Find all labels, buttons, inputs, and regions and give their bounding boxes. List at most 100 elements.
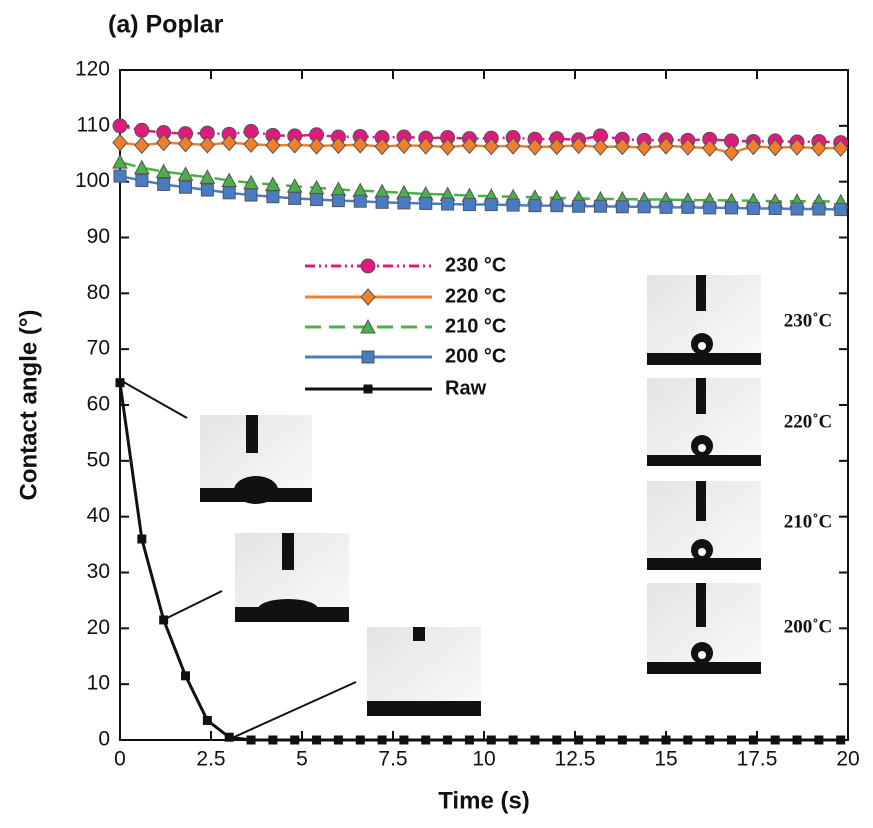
point	[134, 159, 150, 175]
point	[181, 671, 191, 681]
x-tick-label: 12.5	[555, 748, 596, 771]
point	[115, 378, 125, 388]
point	[265, 136, 281, 155]
point	[727, 735, 737, 745]
legend-label: 200 °C	[445, 345, 506, 367]
legend-label: 210 °C	[445, 315, 506, 337]
point	[222, 186, 236, 200]
series-line	[119, 174, 841, 211]
point	[768, 201, 782, 215]
y-tick-label: 50	[87, 448, 110, 471]
point	[639, 735, 649, 745]
connector	[162, 590, 223, 621]
y-tick-label: 40	[87, 504, 110, 527]
point	[353, 194, 367, 208]
point	[179, 180, 193, 194]
point	[790, 202, 804, 216]
x-tick-label: 15	[654, 748, 677, 771]
point	[746, 201, 760, 215]
point	[312, 735, 322, 745]
point	[683, 735, 693, 745]
point	[419, 196, 433, 210]
x-tick-label: 5	[296, 748, 308, 771]
point	[331, 194, 345, 208]
point	[308, 137, 325, 155]
inset-image	[367, 627, 481, 716]
point	[528, 199, 542, 213]
point	[399, 735, 409, 745]
point	[157, 177, 171, 191]
point	[290, 735, 300, 745]
point	[177, 166, 194, 181]
point	[748, 735, 758, 745]
point	[441, 197, 455, 211]
point	[659, 200, 673, 214]
point	[202, 715, 212, 725]
point	[112, 118, 128, 134]
chart-title: (a) Poplar	[108, 11, 224, 39]
point	[199, 136, 216, 154]
point	[439, 138, 456, 156]
x-tick-label: 20	[836, 748, 859, 771]
x-tick-label: 10	[472, 748, 495, 771]
point	[333, 735, 343, 745]
point	[461, 136, 478, 155]
point	[156, 133, 172, 152]
point	[377, 735, 387, 745]
y-tick-label: 10	[87, 672, 110, 695]
point	[552, 735, 562, 745]
point	[397, 196, 411, 210]
point	[484, 198, 498, 212]
point	[834, 203, 848, 217]
point	[702, 139, 718, 157]
y-tick-label: 90	[87, 225, 110, 248]
legend-label: 220 °C	[445, 285, 506, 307]
inset-image	[647, 378, 761, 466]
x-tick-label: 2.5	[196, 748, 225, 771]
y-tick-label: 20	[87, 616, 110, 639]
point	[352, 136, 368, 154]
point	[661, 735, 671, 745]
point	[418, 137, 434, 155]
annotation: 200˚C	[784, 616, 833, 637]
point	[636, 138, 652, 157]
point	[330, 136, 347, 155]
point	[113, 169, 127, 183]
point	[421, 735, 431, 745]
point	[244, 188, 258, 202]
x-tick-label: 7.5	[378, 748, 407, 771]
point	[530, 735, 540, 745]
inset-image	[200, 415, 312, 504]
point	[310, 193, 324, 207]
point	[486, 735, 496, 745]
point	[177, 134, 194, 153]
y-tick-label: 110	[77, 113, 110, 136]
point	[811, 139, 827, 157]
connector	[231, 681, 357, 739]
point	[464, 735, 474, 745]
point	[506, 198, 520, 212]
point	[792, 735, 802, 745]
point	[443, 735, 453, 745]
y-tick-label: 30	[87, 560, 110, 583]
y-tick-label: 0	[98, 728, 110, 751]
point	[508, 735, 518, 745]
y-tick-label: 60	[87, 393, 110, 416]
point	[361, 350, 375, 364]
point	[374, 137, 390, 156]
point	[770, 735, 780, 745]
point	[789, 138, 805, 156]
point	[462, 198, 476, 212]
x-tick-label: 0	[114, 748, 126, 771]
point	[112, 154, 128, 169]
y-tick-label: 100	[75, 169, 110, 192]
point	[836, 735, 846, 745]
point	[767, 138, 783, 157]
insets	[119, 275, 761, 739]
point	[266, 190, 280, 204]
y-tick-label: 80	[87, 281, 110, 304]
point	[637, 200, 651, 214]
point	[112, 133, 128, 152]
point	[287, 136, 303, 154]
